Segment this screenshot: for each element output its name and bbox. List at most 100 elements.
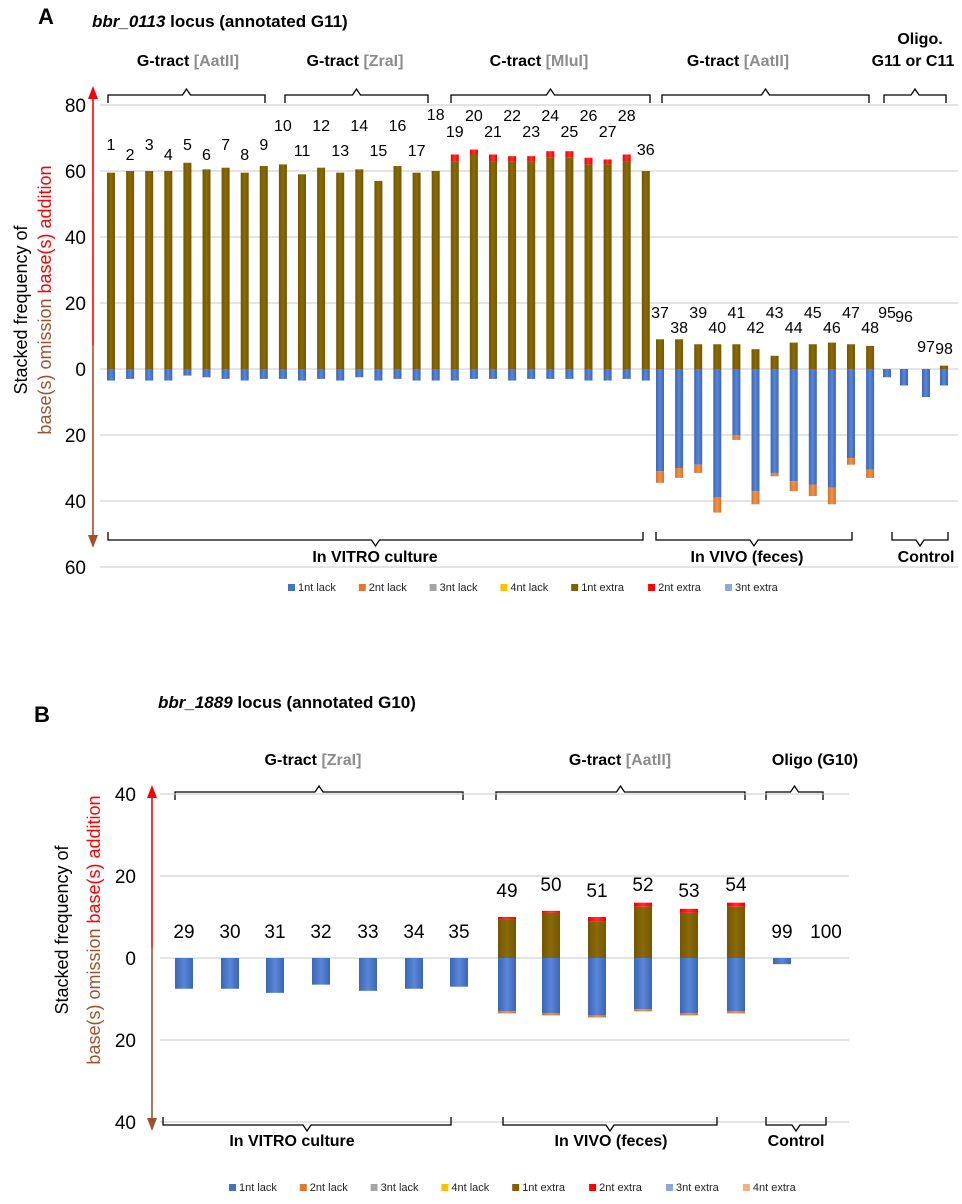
legend-label: 1nt extra (581, 582, 625, 594)
bottom-braces (107, 532, 949, 548)
bar-number-labels: 1234567891011121314151617181920212223242… (107, 107, 953, 358)
bar-number-label: 3 (145, 137, 154, 154)
top-brace (284, 87, 429, 103)
bar-number-labels-b: 29 30 31 32 33 34 35 49 50 51 52 53 54 99 100 (173, 875, 841, 943)
bar-1nt-extra (278, 164, 287, 369)
bar-number-label: 40 (708, 320, 726, 337)
bar-1nt-lack (588, 958, 606, 1016)
bar-number-label: 29 (173, 922, 194, 943)
bar-1nt-lack (312, 958, 330, 985)
bar-1nt-extra (542, 912, 560, 958)
bar-1nt-lack (489, 369, 497, 379)
panel-b-title: bbr_1889 locus (annotated G10) (158, 693, 416, 712)
bar-1nt-lack (240, 369, 249, 381)
bar-1nt-extra (221, 167, 230, 369)
bar-2nt-lack (588, 1015, 606, 1018)
legend-swatch (742, 1184, 750, 1191)
bar-2nt-lack (770, 472, 779, 477)
legend-label: 3nt lack (381, 1182, 419, 1194)
panel-a: A bbr_0113 locus (annotated G11) G-tract… (11, 4, 958, 594)
bar-number-label: 20 (465, 108, 483, 125)
bar-1nt-lack (727, 958, 745, 1012)
bar-1nt-lack (164, 369, 173, 381)
top-brace (107, 87, 266, 103)
legend-label: 4nt lack (451, 1182, 489, 1194)
arrow-down-icon-b (147, 1118, 157, 1131)
bar-1nt-lack (641, 369, 650, 381)
bar-number-label: 38 (670, 320, 688, 337)
bar-1nt-lack (922, 369, 930, 398)
bar-1nt-lack (508, 369, 517, 381)
panel-b-title-italic: bbr_1889 (158, 693, 233, 712)
bar-2nt-extra (508, 156, 517, 162)
bar-1nt-lack (565, 369, 574, 379)
bar-2nt-extra (450, 154, 459, 162)
panel-a-title: bbr_0113 locus (annotated G11) (92, 12, 348, 31)
y-tick-label: 20 (115, 1031, 136, 1052)
legend-swatch (512, 1184, 520, 1191)
y-tick-label: 40 (65, 228, 86, 249)
bar-2nt-lack (866, 469, 875, 478)
bar-2nt-lack (789, 481, 798, 492)
group-label-g-tract-aatii-b: G-tract [AatII] (569, 752, 671, 769)
y-tick-label: 40 (115, 1113, 136, 1134)
legend-label: 2nt extra (599, 1182, 643, 1194)
bar-number-label: 100 (810, 922, 842, 943)
bar-number-label: 13 (331, 143, 349, 160)
bar-number-label: 44 (785, 320, 803, 337)
bar-number-label: 19 (446, 124, 464, 141)
legend-label: 3nt extra (676, 1182, 720, 1194)
bar-number-label: 25 (561, 124, 579, 141)
bar-1nt-lack (469, 369, 478, 379)
bar-number-label: 95 (878, 305, 896, 322)
bar-number-label: 15 (370, 143, 388, 160)
bar-1nt-lack (145, 369, 154, 381)
bar-1nt-lack (221, 958, 239, 989)
bar-number-label: 41 (728, 305, 746, 322)
legend-swatch (571, 584, 579, 591)
bar-1nt-lack (542, 958, 560, 1014)
panel-letter-b: B (34, 702, 50, 727)
arrow-down-icon (88, 535, 98, 548)
bar-1nt-lack (405, 958, 423, 989)
bar-number-label: 98 (935, 341, 953, 358)
bar-1nt-lack (770, 369, 779, 473)
bar-number-label: 31 (264, 922, 285, 943)
bar-1nt-lack (603, 369, 612, 381)
bar-number-label: 50 (540, 875, 561, 896)
bar-1nt-extra (412, 172, 421, 369)
bar-1nt-lack (450, 958, 468, 987)
legend-label: 2nt lack (310, 1182, 348, 1194)
bar-number-label: 34 (403, 922, 425, 943)
legend-label: 1nt lack (298, 582, 336, 594)
group-label-oligo: Oligo. (897, 31, 942, 48)
bar-2nt-extra (489, 154, 497, 162)
bar-number-label: 99 (771, 922, 792, 943)
bar-1nt-extra (450, 161, 459, 369)
y-axis-label-line1: Stacked frequency of (11, 224, 31, 394)
group-label-oligo-line2: G11 or C11 (872, 53, 955, 70)
panel-b: B bbr_1889 locus (annotated G10) G-tract… (34, 693, 858, 1194)
legend-swatch (429, 584, 437, 591)
bar-1nt-lack (883, 369, 891, 378)
bar-1nt-extra (298, 174, 306, 369)
bar-1nt-lack (546, 369, 555, 379)
bottom-brace (891, 532, 949, 548)
bar-2nt-lack (751, 491, 760, 505)
bar-1nt-extra (393, 166, 402, 369)
bar-1nt-extra (527, 161, 536, 369)
bar-number-label: 18 (427, 107, 445, 124)
bar-1nt-lack (374, 369, 383, 381)
group-label-g-tract-zrai-b: G-tract [ZraI] (265, 752, 362, 769)
bar-number-label: 43 (766, 305, 784, 322)
bar-2nt-extra (634, 902, 652, 907)
bar-number-label: 22 (503, 108, 521, 125)
group-label-g-tract-zrai: G-tract [ZraI] (307, 53, 404, 70)
bar-1nt-lack (266, 958, 284, 993)
bar-1nt-extra (183, 162, 192, 369)
bar-2nt-extra (588, 917, 606, 922)
bar-1nt-extra (603, 164, 612, 369)
bar-2nt-extra (498, 917, 516, 920)
bar-1nt-lack (694, 369, 703, 465)
bar-2nt-extra (584, 157, 593, 165)
